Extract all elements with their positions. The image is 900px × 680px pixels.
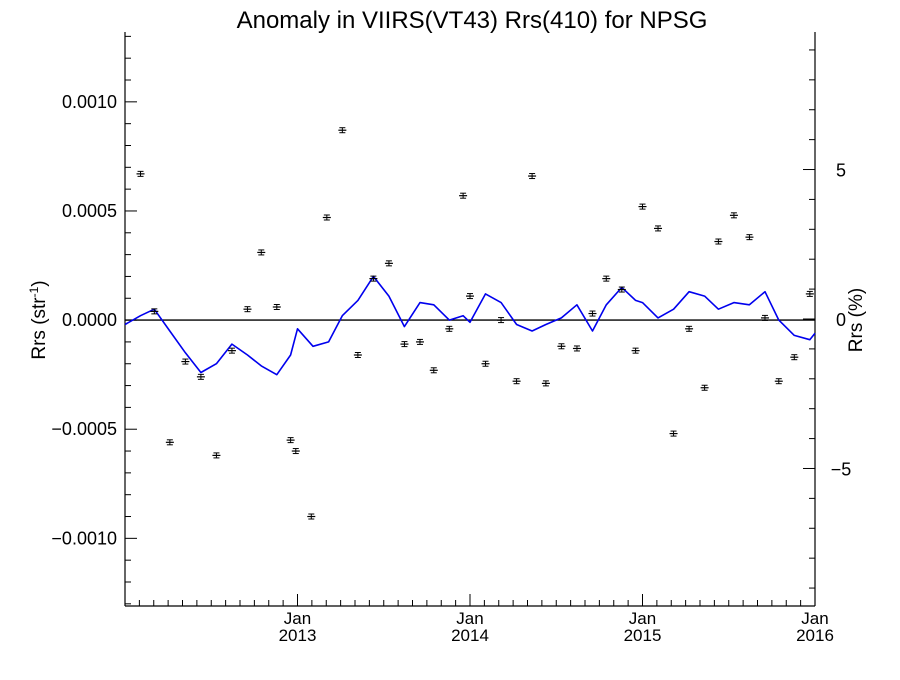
data-point (714, 238, 723, 245)
y-axis-left-label-close: ) (29, 280, 50, 286)
data-point (631, 347, 640, 354)
y-left-tick-label: 0.0005 (62, 201, 117, 221)
y-left-tick-label: −0.0005 (51, 419, 117, 439)
x-tick-label-year: 2015 (624, 626, 662, 645)
data-point (466, 293, 474, 300)
data-point (760, 314, 769, 321)
x-tick-label-month: Jan (629, 609, 656, 628)
y-axis-right-label-group: Rrs (%) (846, 288, 867, 352)
data-point (400, 341, 409, 348)
data-point (459, 192, 468, 199)
data-point (572, 345, 581, 352)
data-point (429, 367, 438, 374)
data-point (307, 513, 316, 520)
y-right-tick-label: −5 (831, 459, 852, 479)
data-point (700, 384, 709, 391)
data-point (165, 439, 174, 446)
data-point (353, 352, 362, 359)
x-tick-label-month: Jan (284, 609, 311, 628)
data-point (150, 308, 159, 315)
data-point (512, 378, 521, 385)
y-left-tick-label: −0.0010 (51, 528, 117, 548)
y-axis-left-label-group: Rrs (str-1) (27, 280, 50, 359)
chart-title: Anomaly in VIIRS(VT43) Rrs(410) for NPSG (237, 7, 708, 34)
data-point (322, 214, 331, 221)
plot-marks: 0.00100.00050.0000−0.0005−0.001050−5Jan2… (51, 32, 851, 645)
y-axis-left-label-main: Rrs (str (29, 297, 50, 360)
data-point (729, 212, 738, 219)
data-point (774, 378, 783, 385)
y-left-tick-label: 0.0010 (62, 92, 117, 112)
x-tick-label-year: 2014 (451, 626, 489, 645)
data-point (638, 203, 647, 210)
data-point (685, 325, 694, 332)
y-left-tick-label: 0.0000 (62, 310, 117, 330)
data-point (136, 170, 145, 177)
x-tick-label-month: Jan (801, 609, 828, 628)
data-point (369, 275, 378, 282)
data-point (243, 306, 252, 313)
y-axis-left-label: Rrs (str-1) (27, 280, 50, 359)
data-point (286, 437, 295, 444)
data-point (654, 225, 663, 232)
data-point (291, 448, 300, 455)
data-point (445, 325, 454, 332)
data-point (805, 290, 814, 297)
data-point (415, 338, 424, 345)
data-point (196, 373, 205, 380)
data-point (384, 260, 393, 267)
data-point (617, 286, 626, 293)
data-point (528, 173, 537, 180)
data-point (181, 358, 190, 365)
data-point (602, 275, 611, 282)
y-right-tick-label: 5 (836, 161, 846, 181)
y-axis-right-label: Rrs (%) (846, 288, 867, 352)
data-point (338, 127, 347, 134)
data-point (212, 452, 221, 459)
data-point (790, 354, 799, 361)
data-point (588, 310, 597, 317)
x-tick-label-year: 2016 (796, 626, 834, 645)
data-point (669, 430, 678, 437)
y-axis-left-label-superscript: -1 (27, 286, 41, 297)
data-point (745, 234, 754, 241)
data-point (497, 317, 506, 324)
x-tick-label-year: 2013 (279, 626, 317, 645)
x-tick-label-month: Jan (456, 609, 483, 628)
data-point (557, 343, 566, 350)
data-point (541, 380, 550, 387)
data-point (272, 303, 281, 310)
data-point (481, 360, 490, 367)
anomaly-line (124, 275, 816, 376)
data-point (227, 347, 236, 354)
y-right-tick-label: 0 (836, 310, 846, 330)
data-point (257, 249, 266, 256)
